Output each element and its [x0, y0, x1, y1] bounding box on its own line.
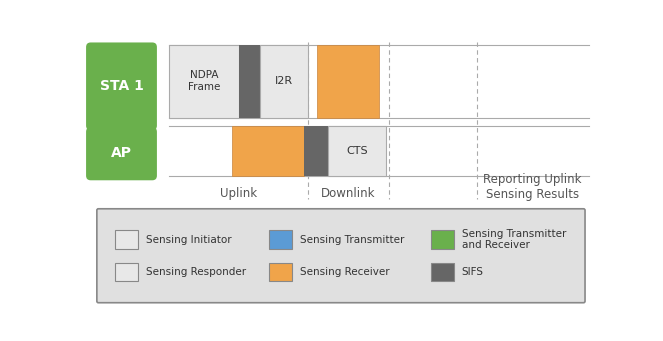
Text: STA 1: STA 1 [99, 79, 143, 93]
Bar [260, 45, 308, 118]
FancyBboxPatch shape [97, 209, 585, 303]
Bar [232, 125, 304, 176]
Bar [115, 263, 139, 281]
Bar [269, 263, 292, 281]
Bar [269, 230, 292, 249]
Text: CTS: CTS [346, 146, 368, 156]
FancyBboxPatch shape [86, 43, 157, 130]
Bar [169, 45, 239, 118]
Text: Reporting Uplink
Sensing Results: Reporting Uplink Sensing Results [483, 173, 582, 201]
Bar [304, 125, 328, 176]
Text: Sensing Transmitter
and Receiver: Sensing Transmitter and Receiver [462, 229, 566, 250]
Text: Downlink: Downlink [321, 187, 375, 200]
Text: Sensing Receiver: Sensing Receiver [300, 267, 390, 277]
Text: I2R: I2R [275, 76, 293, 86]
Text: Sensing Initiator: Sensing Initiator [146, 235, 232, 244]
FancyBboxPatch shape [86, 127, 157, 180]
Text: Uplink: Uplink [220, 187, 257, 200]
Text: Sensing Transmitter: Sensing Transmitter [300, 235, 404, 244]
Bar [328, 125, 387, 176]
Text: AP: AP [111, 146, 132, 160]
Text: SIFS: SIFS [462, 267, 484, 277]
Bar [115, 230, 139, 249]
Bar [431, 230, 454, 249]
Bar [431, 263, 454, 281]
Bar [239, 45, 260, 118]
Text: Sensing Responder: Sensing Responder [146, 267, 246, 277]
Bar [317, 45, 379, 118]
Text: NDPA
Frame: NDPA Frame [188, 70, 220, 92]
